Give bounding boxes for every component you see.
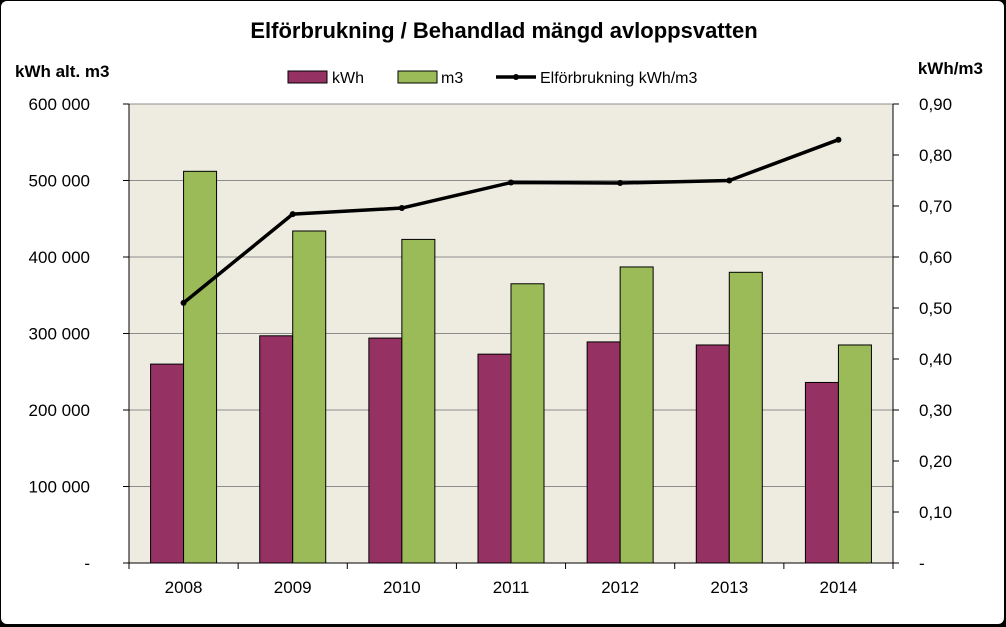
right-tick-label: 0,50 (919, 299, 952, 318)
line-point-2014 (835, 136, 842, 143)
line-point-2010 (398, 205, 405, 212)
x-tick-label-2012: 2012 (601, 578, 639, 597)
right-tick-label: 0,70 (919, 197, 952, 216)
line-series (180, 136, 842, 306)
line-point-2013 (726, 177, 733, 184)
bar-m3-2011 (510, 283, 545, 564)
x-tick-label-2009: 2009 (274, 578, 312, 597)
right-tick-label: 0,80 (919, 146, 952, 165)
bar-kwh-2014 (804, 381, 839, 564)
left-tick-label: - (84, 554, 90, 573)
right-tick-label: 0,30 (919, 401, 952, 420)
left-tick-label: 500 000 (29, 172, 90, 191)
bars (150, 170, 872, 564)
bar-kwh-2012 (586, 341, 621, 564)
bar-m3-2013 (728, 271, 763, 564)
left-axis-unit: kWh alt. m3 (15, 62, 109, 81)
chart-title: Elförbrukning / Behandlad mängd avloppsv… (250, 18, 757, 43)
left-tick-label: 400 000 (29, 248, 90, 267)
x-tick-label-2010: 2010 (383, 578, 421, 597)
line-point-2012 (617, 180, 624, 187)
bar-m3-2014 (837, 344, 872, 564)
right-tick-label: 0,20 (919, 452, 952, 471)
bar-kwh-2008 (150, 363, 185, 564)
x-tick-label-2013: 2013 (710, 578, 748, 597)
x-tick-label-2008: 2008 (165, 578, 203, 597)
bar-m3-2012 (619, 266, 654, 564)
line-point-2009 (289, 211, 296, 218)
bar-kwh-2013 (695, 344, 730, 564)
line-point-2008 (180, 299, 187, 306)
left-tick-label: 600 000 (29, 95, 90, 114)
bar-m3-2010 (401, 238, 436, 564)
left-tick-label: 200 000 (29, 401, 90, 420)
bar-kwh-2011 (477, 353, 512, 564)
bar-kwh-2010 (368, 337, 403, 564)
legend-marker-elf-rbrukning-kwh-m3 (513, 74, 519, 80)
right-axis-unit: kWh/m3 (918, 59, 983, 78)
right-tick-label: 0,90 (919, 95, 952, 114)
legend: kWh m3 Elförbrukning kWh/m3 (287, 70, 697, 87)
bar-m3-2008 (183, 170, 218, 564)
bar-m3-2009 (292, 230, 327, 564)
line-point-2011 (508, 179, 514, 186)
x-tick-labels: 2008 2009 2010 2011 2012 2013 2014 (165, 578, 858, 597)
left-tick-labels: - 100 000 200 000 300 000 400 000 500 000 600 … (29, 95, 90, 573)
right-tick-label: 0,60 (919, 248, 952, 267)
right-tick-label: 0,40 (919, 350, 952, 369)
bar-kwh-2009 (259, 335, 294, 564)
x-tick-label-2014: 2014 (820, 578, 858, 597)
x-tick-label-2011: 2011 (493, 578, 530, 597)
right-tick-labels: - 0,10 0,20 0,30 0,40 0,50 0,60 0,70 0,80 0,90 (919, 95, 952, 573)
right-tick-label: 0,10 (919, 503, 952, 522)
legend-label-elf-rbrukning-kwh-m3: Elförbrukning kWh/m3 (540, 70, 697, 87)
left-tick-label: 100 000 (29, 478, 90, 497)
left-tick-label: 300 000 (29, 325, 90, 344)
legend-label-kwh: kWh (332, 70, 364, 87)
axes (123, 103, 899, 569)
legend-swatch-kwh (287, 70, 328, 84)
right-tick-label: - (919, 554, 925, 573)
legend-swatch-m3 (397, 70, 438, 84)
legend-label-m3: m3 (441, 70, 463, 87)
